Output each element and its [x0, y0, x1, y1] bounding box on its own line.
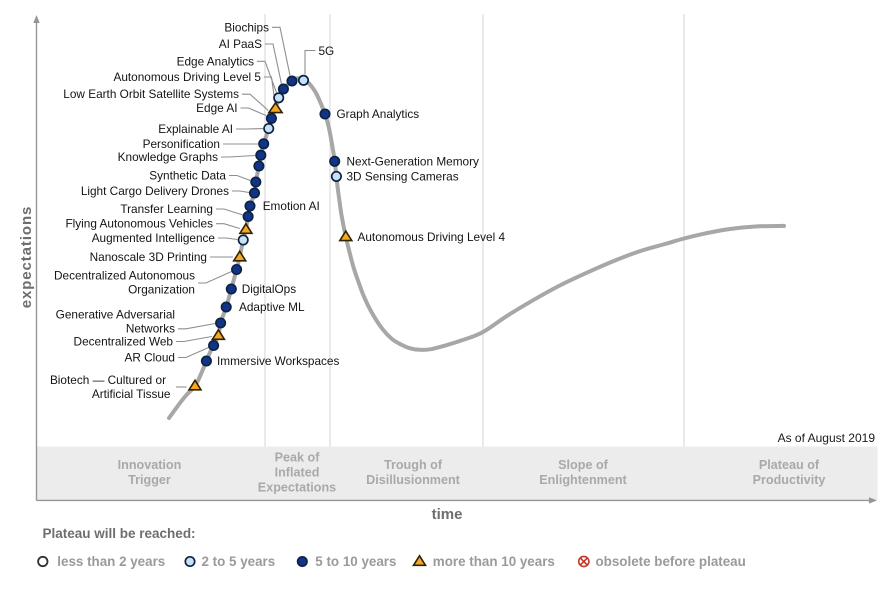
svg-text:Productivity: Productivity [753, 473, 826, 487]
svg-text:AI PaaS: AI PaaS [219, 37, 262, 51]
svg-text:Peak of: Peak of [275, 450, 321, 464]
svg-text:expectations: expectations [18, 206, 35, 309]
svg-text:Next-Generation Memory: Next-Generation Memory [347, 154, 480, 168]
svg-text:Trigger: Trigger [128, 473, 171, 487]
svg-text:more than 10 years: more than 10 years [433, 554, 555, 569]
svg-text:Personification: Personification [143, 137, 220, 151]
svg-text:Generative Adversarial: Generative Adversarial [56, 308, 175, 322]
svg-text:Knowledge Graphs: Knowledge Graphs [118, 150, 218, 164]
svg-text:3D Sensing Cameras: 3D Sensing Cameras [347, 169, 459, 183]
svg-text:Slope of: Slope of [558, 458, 608, 472]
svg-text:Expectations: Expectations [258, 480, 336, 494]
svg-text:Emotion AI: Emotion AI [263, 199, 320, 213]
svg-text:Biotech — Cultured or: Biotech — Cultured or [50, 373, 166, 387]
svg-text:Edge AI: Edge AI [196, 101, 237, 115]
svg-text:Synthetic Data: Synthetic Data [149, 169, 226, 183]
svg-text:DigitalOps: DigitalOps [242, 282, 297, 296]
svg-text:Autonomous Driving Level 4: Autonomous Driving Level 4 [358, 230, 506, 244]
svg-text:Artificial Tissue: Artificial Tissue [92, 387, 171, 401]
svg-text:Organization: Organization [128, 283, 195, 297]
svg-text:Autonomous Driving Level 5: Autonomous Driving Level 5 [113, 70, 261, 84]
svg-text:Augmented Intelligence: Augmented Intelligence [92, 231, 216, 245]
svg-text:Graph Analytics: Graph Analytics [337, 107, 420, 121]
svg-text:Decentralized Autonomous: Decentralized Autonomous [54, 269, 195, 283]
svg-text:Inflated: Inflated [275, 465, 320, 479]
svg-text:Low Earth Orbit Satellite Syst: Low Earth Orbit Satellite Systems [63, 87, 239, 101]
svg-text:5 to 10 years: 5 to 10 years [315, 554, 396, 569]
svg-text:Decentralized Web: Decentralized Web [74, 335, 174, 349]
svg-text:Flying Autonomous Vehicles: Flying Autonomous Vehicles [65, 217, 213, 231]
svg-text:Trough of: Trough of [384, 458, 443, 472]
svg-text:Enlightenment: Enlightenment [539, 473, 627, 487]
svg-text:Disillusionment: Disillusionment [366, 473, 461, 487]
svg-text:Light Cargo Delivery Drones: Light Cargo Delivery Drones [81, 184, 229, 198]
svg-text:2 to 5 years: 2 to 5 years [202, 554, 276, 569]
svg-text:Adaptive ML: Adaptive ML [239, 300, 305, 314]
svg-text:Biochips: Biochips [224, 20, 269, 34]
svg-text:Transfer Learning: Transfer Learning [120, 202, 213, 216]
svg-text:As of August 2019: As of August 2019 [778, 431, 876, 445]
svg-text:time: time [432, 506, 463, 523]
svg-text:Explainable AI: Explainable AI [158, 122, 233, 136]
svg-text:obsolete before plateau: obsolete before plateau [596, 554, 746, 569]
svg-text:Edge Analytics: Edge Analytics [177, 54, 254, 68]
svg-text:AR Cloud: AR Cloud [125, 351, 176, 365]
svg-text:Networks: Networks [126, 322, 175, 336]
svg-text:Nanoscale 3D Printing: Nanoscale 3D Printing [90, 250, 207, 264]
svg-text:less than 2 years: less than 2 years [57, 554, 165, 569]
svg-text:5G: 5G [319, 44, 335, 58]
svg-text:Immersive Workspaces: Immersive Workspaces [217, 354, 339, 368]
svg-text:Innovation: Innovation [118, 458, 182, 472]
svg-text:Plateau will be reached:: Plateau will be reached: [43, 526, 196, 541]
svg-text:Plateau of: Plateau of [759, 458, 820, 472]
